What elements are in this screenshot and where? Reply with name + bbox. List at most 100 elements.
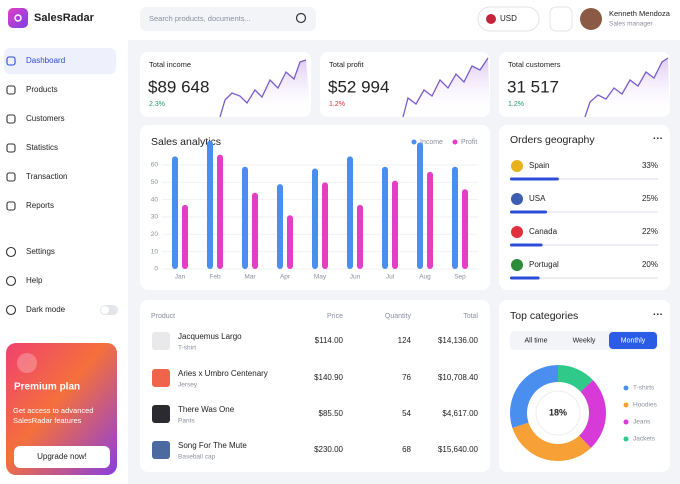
bar [242,166,248,269]
bar [427,171,433,269]
product-image [152,369,170,387]
nav-icon [6,172,16,182]
quantity: 68 [402,445,411,454]
x-tick-label: Sep [454,274,466,281]
logo-icon [14,14,22,22]
nav-item[interactable]: Statistics [26,143,58,152]
tab-active[interactable] [609,332,657,349]
menu-dots[interactable]: ··· [653,134,663,145]
premium-card [6,343,117,475]
notifications[interactable] [549,6,573,32]
price: $114.00 [315,336,344,345]
legend-label: T-shirts [633,385,655,392]
product-category: Pants [178,418,195,425]
share-label: 25% [642,194,658,203]
legend-dot [452,139,458,145]
total: $4,617.00 [442,409,478,418]
bar [322,182,328,269]
price: $85.50 [319,409,344,418]
product-name: Song For The Mute [178,441,247,450]
categories-title: Top categories [510,310,578,322]
search-placeholder: Search products, documents... [149,14,251,23]
sparkline-area [585,58,670,117]
nav-item[interactable]: Dark mode [26,305,66,314]
nav-icon [6,85,16,95]
bar [357,204,363,269]
bar [277,184,283,269]
kpi-label: Total income [149,60,191,69]
kpi-label: Total customers [508,60,561,69]
flag [511,193,523,205]
donut-segment [558,365,593,392]
legend-label: Income [420,139,443,146]
nav-icon [5,246,17,258]
nav-item[interactable]: Help [26,276,43,285]
avatar[interactable] [580,8,602,30]
user-role: Sales manager [609,21,654,28]
nav-item[interactable]: Reports [26,201,54,210]
y-tick-label: 30 [151,214,159,221]
search-box[interactable] [140,7,316,31]
quantity: 76 [402,373,411,382]
donut-segment [579,380,607,448]
kpi-change: 2.3% [149,101,165,108]
nav-icon [5,304,17,316]
bar [312,168,318,269]
y-tick-label: 0 [154,266,158,273]
bar [382,166,388,269]
nav-item[interactable]: Products [26,85,58,94]
nav-icon [6,114,16,124]
product-category: Jersey [178,382,198,389]
legend-dot [623,385,629,391]
column-header: Total [463,313,478,320]
tab[interactable]: Weekly [573,337,596,344]
price: $230.00 [314,445,343,454]
country: Spain [529,161,549,170]
card [499,125,670,290]
progress-track [510,244,658,246]
product-image [152,332,170,350]
menu-dots[interactable]: ··· [653,310,663,321]
search-icon [295,12,307,24]
bar [182,204,188,269]
donut-segment [512,422,591,461]
nav-active-bg [4,48,116,74]
x-tick-label: Jul [386,274,395,281]
bar [287,215,293,269]
quantity: 124 [398,336,412,345]
nav-item[interactable]: Dashboard [26,56,65,65]
x-tick-label: May [314,274,327,281]
premium-text-box: Get access to advanced SalesRadar featur… [13,406,93,425]
progress-track [510,211,658,213]
nav-item[interactable]: Customers [26,114,65,123]
x-tick-label: Mar [244,274,256,281]
nav-icon [6,201,16,211]
country: USA [529,194,546,203]
nav-item[interactable]: Transaction [26,172,68,181]
tab[interactable]: All time [525,337,548,344]
progress-track [510,178,658,180]
kpi-value: $89 648 [148,77,209,96]
y-tick-label: 10 [151,248,159,255]
donut-segment [510,365,558,428]
product-category: T-shirt [178,345,196,352]
nav-item[interactable]: Settings [26,247,55,256]
upgrade-label[interactable]: Upgrade now! [37,452,87,461]
legend-label: Hoodies [633,402,658,409]
tab[interactable]: Monthly [621,337,646,344]
y-tick-label: 50 [151,179,159,186]
country: Portugal [529,260,559,269]
currency-select[interactable] [477,6,540,32]
legend-dot [623,402,629,408]
bar [462,189,468,269]
progress-track [510,277,658,279]
sparklines [219,57,670,118]
flag [511,160,523,172]
upgrade-button[interactable] [14,446,110,468]
x-tick-label: Apr [280,274,291,281]
sparkline [219,59,307,118]
geo-title: Orders geography [510,134,595,146]
bar [217,154,223,269]
us-flag [486,14,496,24]
